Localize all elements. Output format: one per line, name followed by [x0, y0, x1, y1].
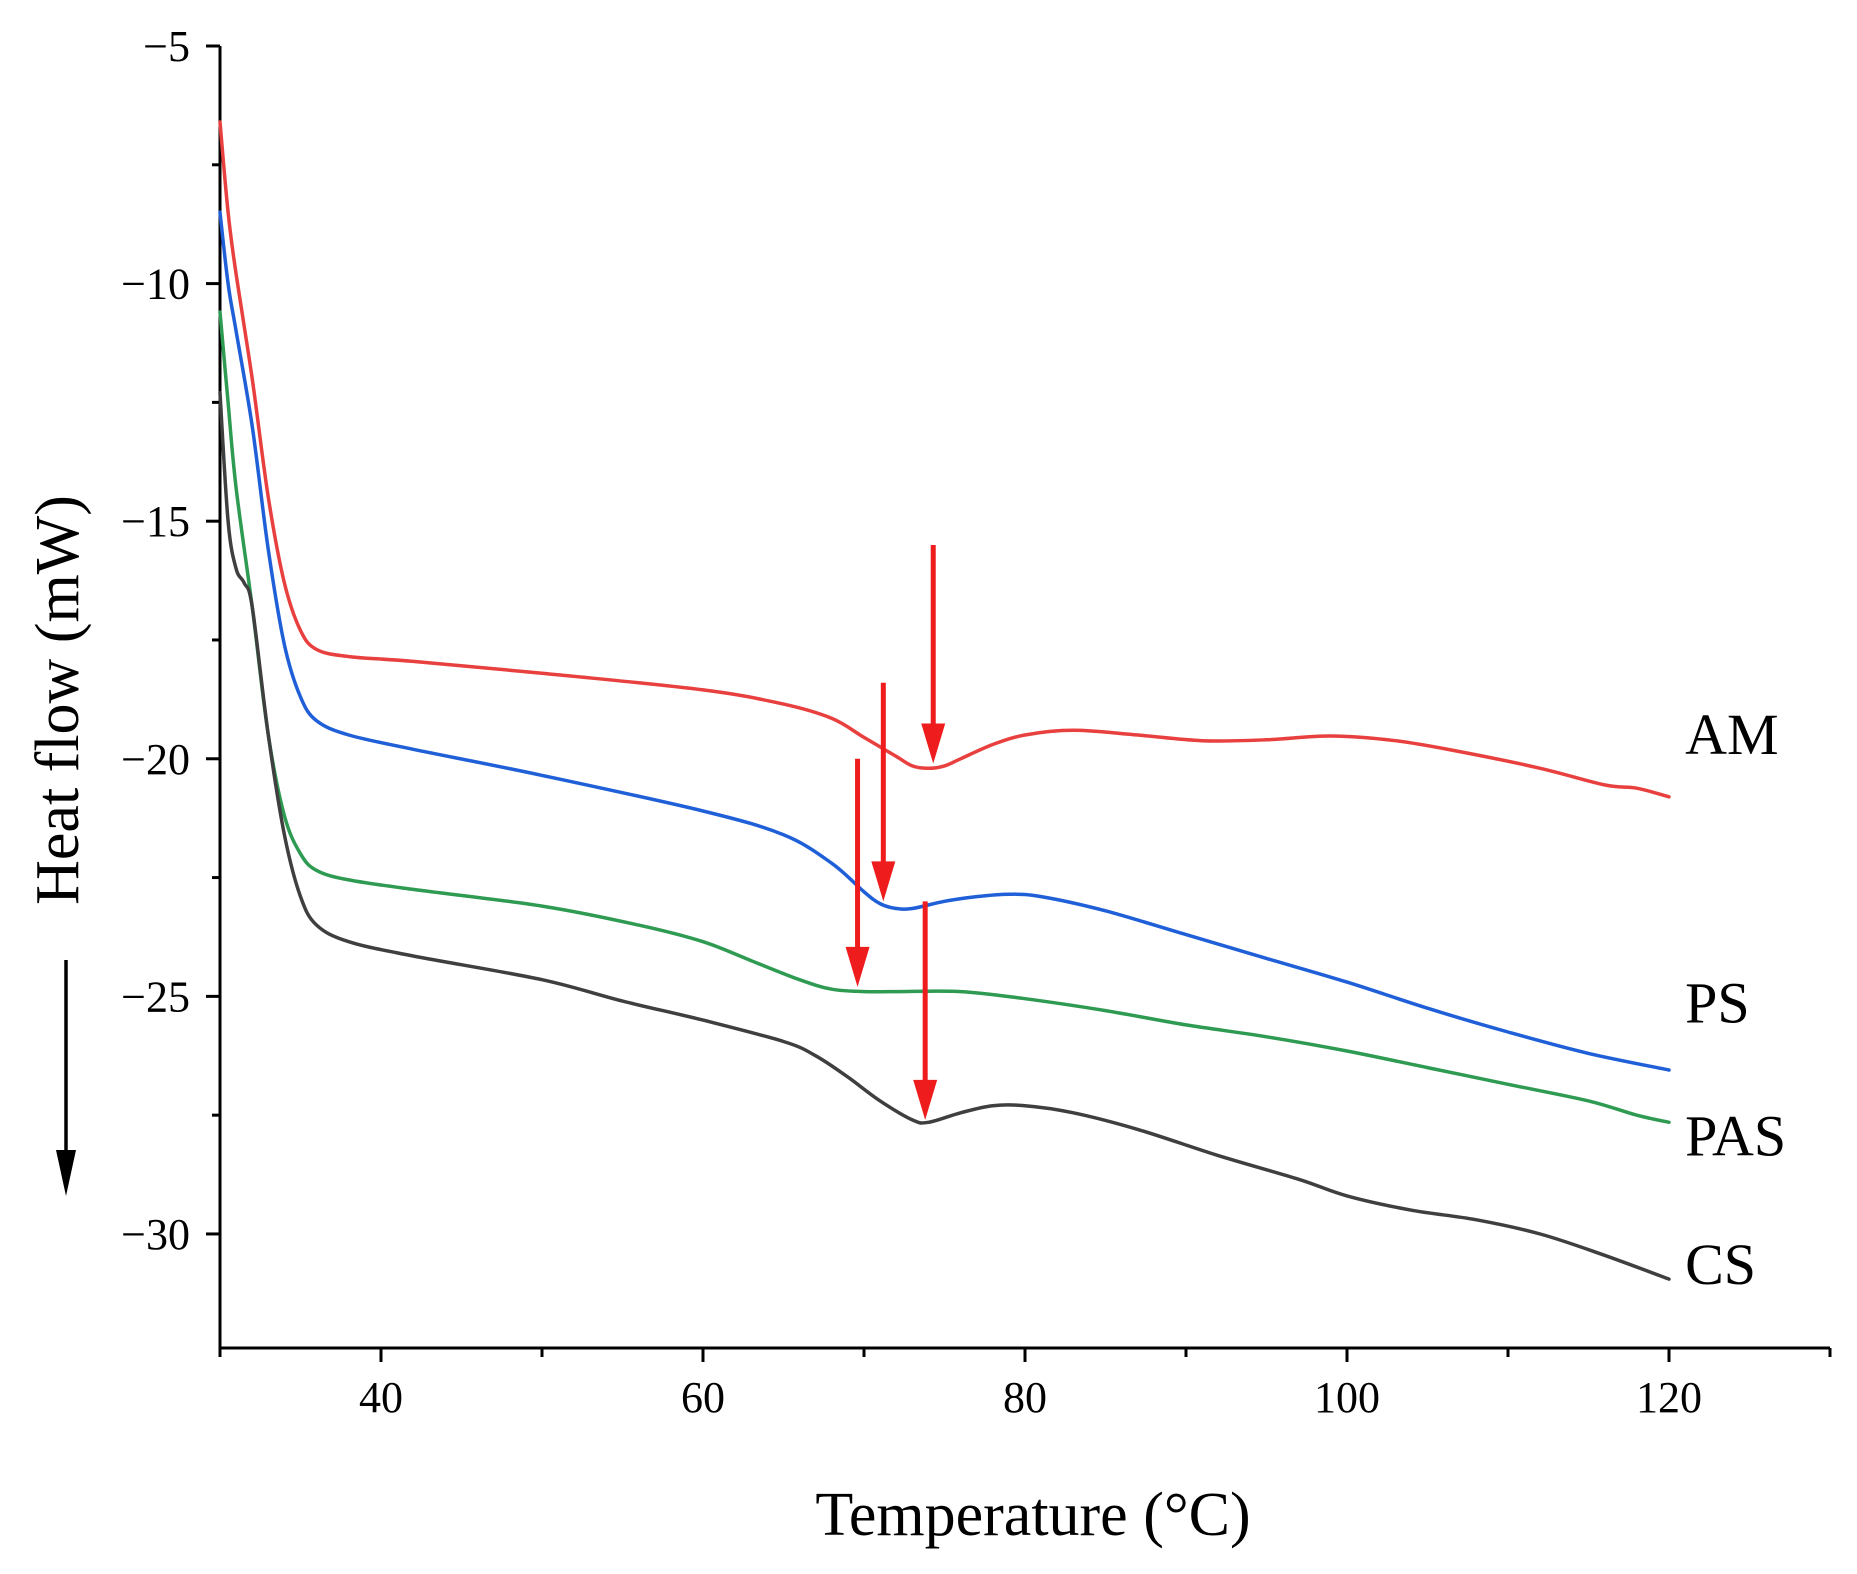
series-label-cs: CS: [1685, 1232, 1756, 1297]
curves: [218, 120, 1671, 1281]
series-label-ps: PS: [1685, 971, 1750, 1036]
x-tick-label: 80: [1003, 1373, 1047, 1422]
red-arrow: [921, 544, 946, 764]
x-tick-label: 120: [1636, 1373, 1702, 1422]
axes: 40 60 80 100 120 −5 −10 −15 −20 −25 −30: [121, 22, 1832, 1422]
x-tick-label: 40: [359, 1373, 403, 1422]
y-axis-title: Heat flow (mW): [24, 495, 92, 905]
x-tick-label: 100: [1314, 1373, 1380, 1422]
series-line-ps: [218, 210, 1671, 1072]
annotation-arrows: [845, 544, 946, 1120]
red-arrow: [845, 758, 870, 987]
x-tick-label: 60: [681, 1373, 725, 1422]
red-arrow-head: [921, 723, 946, 764]
y-tick-label: −5: [143, 22, 190, 71]
series-line-am: [218, 120, 1671, 799]
exo-down-arrow: [56, 960, 76, 1196]
y-tick-label: −20: [121, 735, 190, 784]
series-line-cs: [218, 391, 1671, 1281]
red-arrow: [871, 682, 896, 902]
series-label-am: AM: [1685, 702, 1778, 767]
axis-titles: Temperature (°C) Heat flow (mW): [24, 495, 1251, 1549]
red-arrow-head: [871, 861, 896, 902]
y-tick-label: −15: [121, 497, 190, 546]
y-tick-label: −25: [121, 972, 190, 1021]
series-labels: AM PS PAS CS: [1685, 702, 1786, 1297]
x-axis-title: Temperature (°C): [815, 1481, 1250, 1549]
y-tick-label: −10: [121, 260, 190, 309]
exo-arrow-head: [56, 1150, 76, 1196]
red-arrow-head: [845, 946, 870, 987]
red-arrow: [913, 901, 938, 1120]
red-arrow-head: [913, 1079, 938, 1120]
y-tick-label: −30: [121, 1210, 190, 1259]
series-line-pas: [218, 310, 1671, 1125]
series-label-pas: PAS: [1685, 1104, 1786, 1169]
